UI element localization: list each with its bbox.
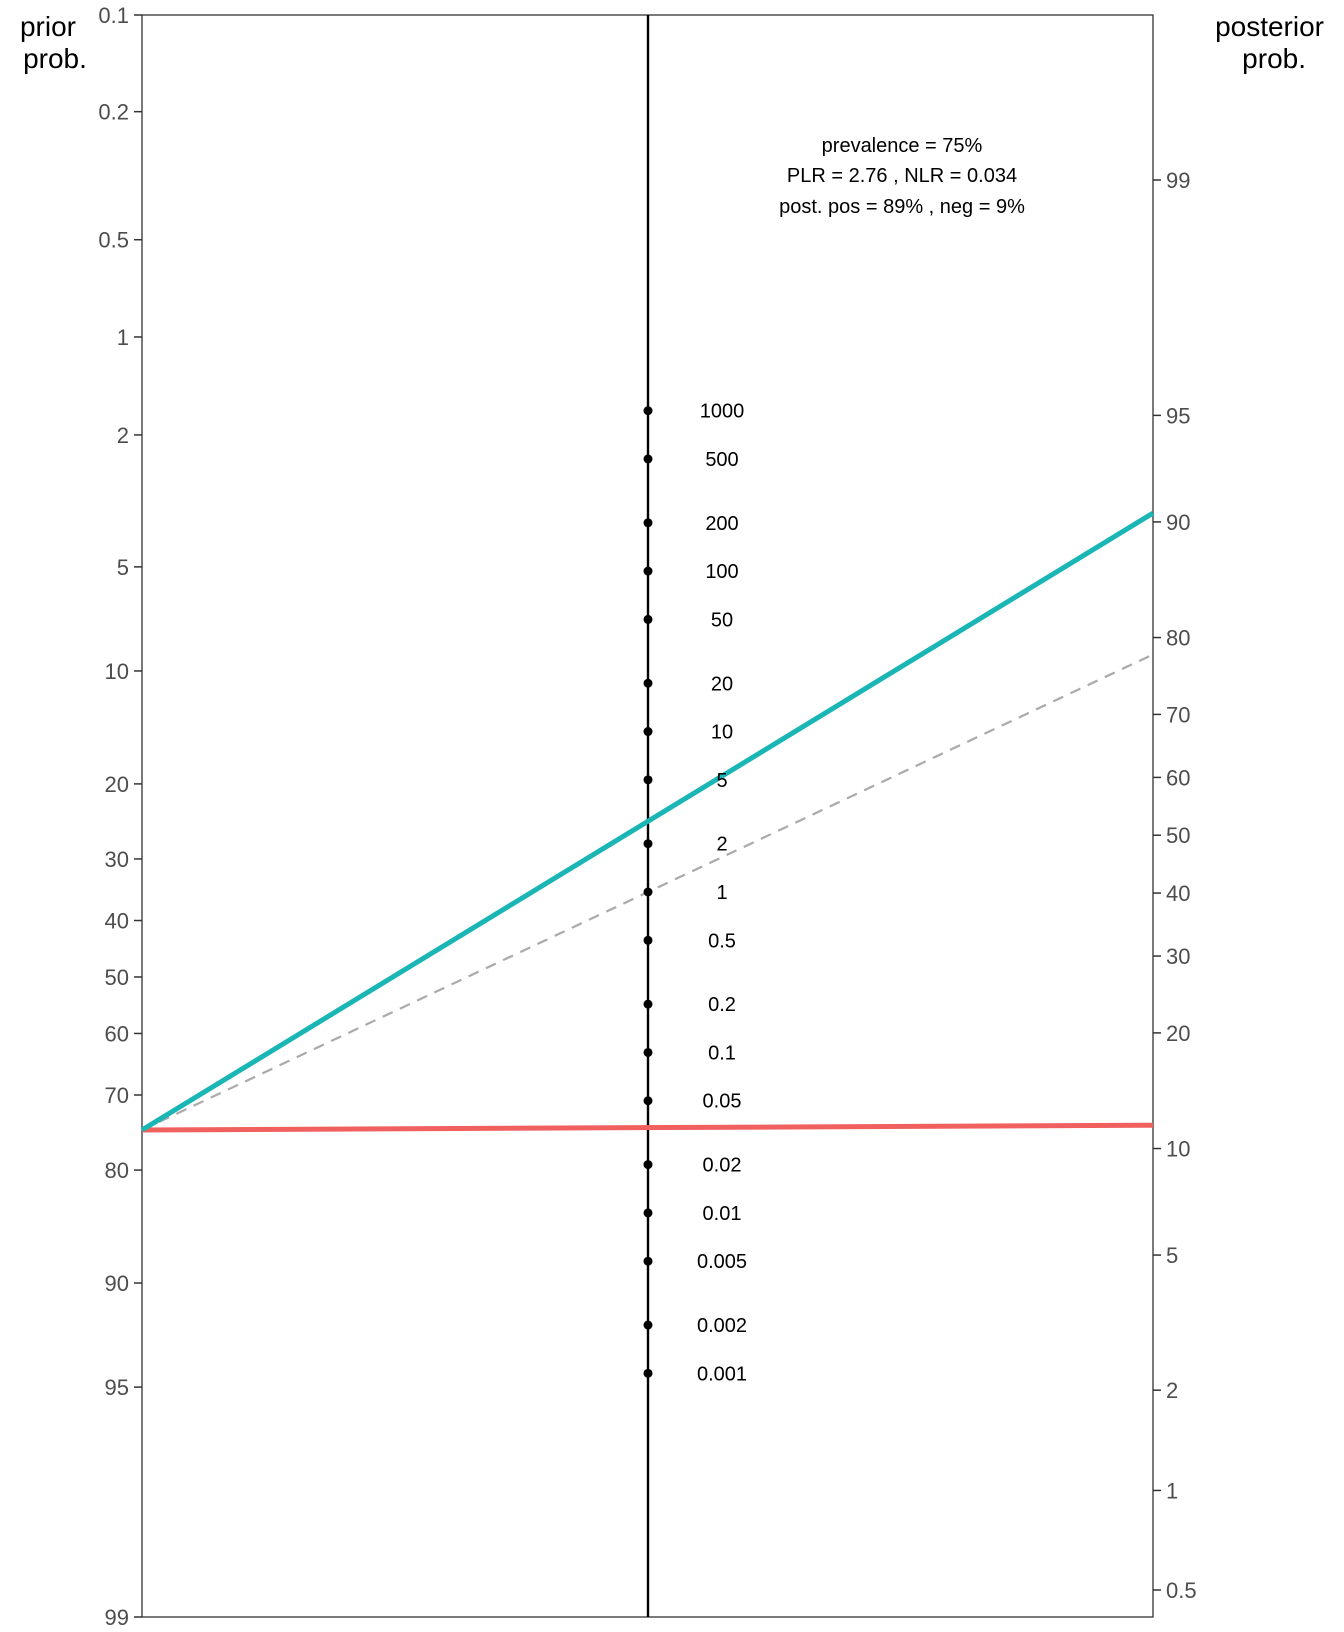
lr-label: 50 (711, 609, 733, 631)
lr-point (643, 454, 653, 464)
lr-point (643, 887, 653, 897)
posterior-tick-label: 99 (1166, 168, 1190, 193)
prior-axis-title-line1: prior (20, 11, 76, 42)
prior-tick-label: 40 (105, 909, 129, 934)
lr-label: 0.1 (708, 1042, 736, 1064)
lr-label: 200 (705, 513, 738, 535)
lr-point (643, 1320, 653, 1330)
lr-point (643, 566, 653, 576)
lr-point (643, 406, 653, 416)
prior-tick-label: 1 (117, 325, 129, 350)
lr-point (643, 1047, 653, 1057)
lr-label: 1 (716, 882, 727, 904)
prior-tick-label: 0.1 (98, 3, 129, 28)
lr-point (643, 1208, 653, 1218)
lr-label: 0.05 (703, 1091, 742, 1113)
posterior-tick-label: 20 (1166, 1021, 1190, 1046)
lr-point (643, 1368, 653, 1378)
posterior-tick-label: 95 (1166, 403, 1190, 428)
lr-point (643, 518, 653, 528)
prior-tick-label: 20 (105, 772, 129, 797)
posterior-tick-label: 90 (1166, 510, 1190, 535)
lr-label: 0.2 (708, 994, 736, 1016)
prior-tick-label: 95 (105, 1375, 129, 1400)
lr-point (643, 1256, 653, 1266)
lr-point (643, 999, 653, 1009)
prior-tick-label: 2 (117, 423, 129, 448)
posterior-tick-label: 70 (1166, 702, 1190, 727)
posterior-axis-title-line2: prob. (1242, 43, 1306, 74)
lr-label: 100 (705, 561, 738, 583)
prior-tick-label: 90 (105, 1271, 129, 1296)
posterior-tick-label: 50 (1166, 823, 1190, 848)
prior-tick-label: 70 (105, 1083, 129, 1108)
posterior-tick-label: 5 (1166, 1243, 1178, 1268)
posterior-tick-label: 2 (1166, 1378, 1178, 1403)
lr-label: 2 (716, 834, 727, 856)
positive-line (140, 510, 1155, 1133)
posterior-tick-label: 30 (1166, 944, 1190, 969)
annotation-prevalence: prevalence = 75% (822, 135, 983, 157)
prior-tick-label: 10 (105, 659, 129, 684)
lr-point (643, 614, 653, 624)
lr-point (643, 727, 653, 737)
prior-tick-label: 5 (117, 555, 129, 580)
lr-point (643, 935, 653, 945)
lr-label: 0.5 (708, 930, 736, 952)
lr-label: 5 (716, 770, 727, 792)
lr-point (643, 1096, 653, 1106)
lr-point (643, 1160, 653, 1170)
lr-point (643, 839, 653, 849)
posterior-tick-label: 0.5 (1166, 1578, 1197, 1603)
posterior-axis-title-line1: posterior (1215, 11, 1324, 42)
prior-axis-ticks: 0.1 0.2 0.5 1 2 5 10 20 30 40 50 60 70 80 90 95 99 (98, 3, 142, 1630)
posterior-tick-label: 80 (1166, 626, 1190, 651)
posterior-tick-label: 60 (1166, 765, 1190, 790)
prior-tick-label: 50 (105, 965, 129, 990)
prior-tick-label: 0.5 (98, 228, 129, 253)
lr-label: 20 (711, 673, 733, 695)
lr-label: 1000 (700, 401, 745, 423)
posterior-tick-label: 10 (1166, 1137, 1190, 1162)
posterior-tick-label: 1 (1166, 1478, 1178, 1503)
posterior-tick-label: 40 (1166, 881, 1190, 906)
lr-label: 0.002 (697, 1315, 747, 1337)
prior-tick-label: 0.2 (98, 100, 129, 125)
lr-point (643, 775, 653, 785)
lr-point (643, 678, 653, 688)
lr-label: 500 (705, 449, 738, 471)
prior-tick-label: 99 (105, 1605, 129, 1630)
annotation-likelihood-ratios: PLR = 2.76 , NLR = 0.034 (787, 165, 1017, 187)
annotation-posterior: post. pos = 89% , neg = 9% (779, 196, 1025, 218)
lr-label: 10 (711, 722, 733, 744)
lr-label: 0.01 (703, 1203, 742, 1225)
prior-axis-title-line2: prob. (23, 43, 87, 74)
posterior-axis-ticks: 99 95 90 80 70 60 50 40 30 20 10 5 2 1 0.5 (1153, 168, 1197, 1603)
prior-tick-label: 80 (105, 1158, 129, 1183)
lr-label: 0.005 (697, 1251, 747, 1273)
lr-label: 0.001 (697, 1363, 747, 1385)
prior-tick-label: 30 (105, 847, 129, 872)
negative-line (141, 1122, 1154, 1133)
lr-scale: 1000 500 200 100 50 20 10 5 2 1 0.5 0.2 0.1 0.05 0.02 0… (643, 401, 747, 1385)
lr-label: 0.02 (703, 1155, 742, 1177)
prior-tick-label: 60 (105, 1021, 129, 1046)
